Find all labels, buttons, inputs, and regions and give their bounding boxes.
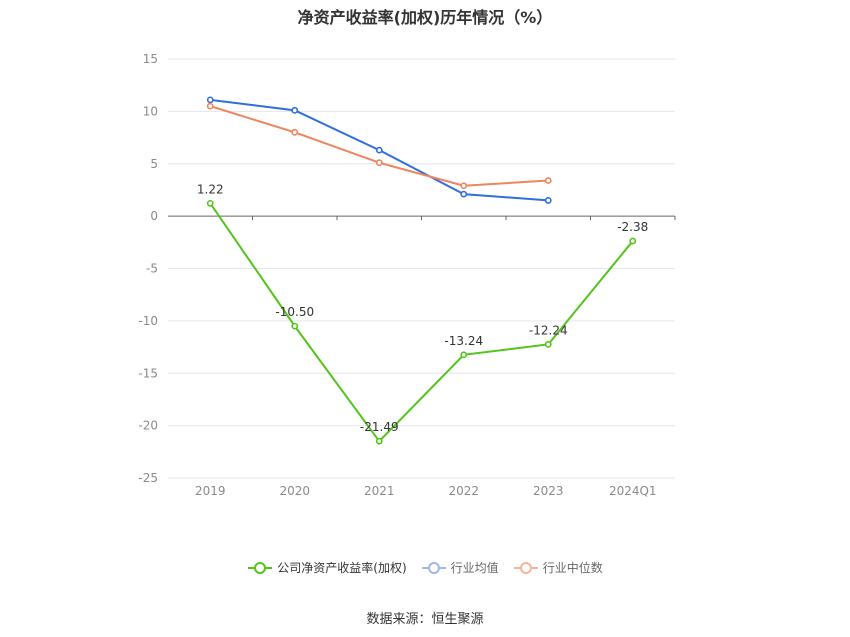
legend-line-marker-icon	[421, 561, 446, 574]
data-point	[206, 199, 214, 207]
data-point	[544, 197, 552, 204]
y-tick-label: -5	[146, 262, 158, 276]
x-tick-label: 2020	[279, 484, 310, 498]
data-point	[206, 96, 214, 104]
data-point	[291, 322, 299, 330]
chart-title: 净资产收益率(加权)历年情况（%）	[297, 8, 553, 27]
y-tick-label: -20	[138, 419, 158, 433]
legend-item[interactable]: 行业中位数	[513, 559, 603, 576]
y-tick-label: 0	[150, 209, 158, 223]
legend-line-marker-icon	[248, 561, 273, 574]
legend-item[interactable]: 公司净资产收益率(加权)	[247, 559, 407, 576]
data-point	[375, 437, 383, 445]
data-label: -2.38	[617, 220, 648, 234]
x-tick-label: 2023	[533, 484, 564, 498]
data-point	[544, 177, 552, 184]
legend-label: 行业均值	[450, 561, 499, 575]
grid-layer	[168, 58, 675, 479]
data-point	[291, 106, 299, 114]
data-point	[291, 128, 299, 136]
series-line-2	[209, 105, 549, 187]
data-point	[375, 146, 383, 154]
axis-layer: 15 10 5 0 -5 -10 -15 -20 -25 2019 2020 2021 2022 2023…	[138, 52, 676, 498]
legend-label: 行业中位数	[542, 561, 603, 575]
y-tick-label: 10	[143, 104, 158, 118]
data-point	[375, 159, 383, 167]
data-label: 1.22	[197, 182, 224, 196]
source-note: 数据来源：恒生聚源	[366, 612, 484, 627]
data-point	[629, 237, 637, 245]
data-label: -12.24	[529, 323, 568, 337]
data-label: -10.50	[275, 305, 314, 319]
legend-label: 公司净资产收益率(加权)	[277, 561, 407, 575]
x-tick-label: 2021	[364, 484, 395, 498]
data-label: -21.49	[360, 420, 399, 434]
legend-line-marker-icon	[513, 561, 538, 574]
y-tick-label: -10	[138, 314, 158, 328]
legend-item[interactable]: 行业均值	[421, 559, 499, 576]
data-label-layer: 1.22 -10.50 -21.49 -13.24 -12.24 -2.38	[197, 182, 648, 434]
y-tick-label: -25	[138, 471, 158, 485]
data-point	[206, 102, 214, 110]
x-tick-label: 2024Q1	[609, 484, 657, 498]
series-layer	[206, 96, 637, 445]
data-point	[460, 190, 468, 198]
data-point	[460, 351, 468, 359]
y-tick-label: -15	[138, 366, 158, 380]
x-tick-label: 2022	[448, 484, 479, 498]
data-label: -13.24	[444, 334, 483, 348]
legend: 公司净资产收益率(加权) 行业均值 行业中位数	[0, 559, 850, 576]
y-tick-label: 5	[150, 157, 158, 171]
data-point	[460, 182, 468, 190]
x-tick-label: 2019	[195, 484, 226, 498]
series-line-0	[209, 202, 634, 443]
data-point	[544, 340, 552, 348]
y-tick-label: 15	[143, 52, 158, 66]
